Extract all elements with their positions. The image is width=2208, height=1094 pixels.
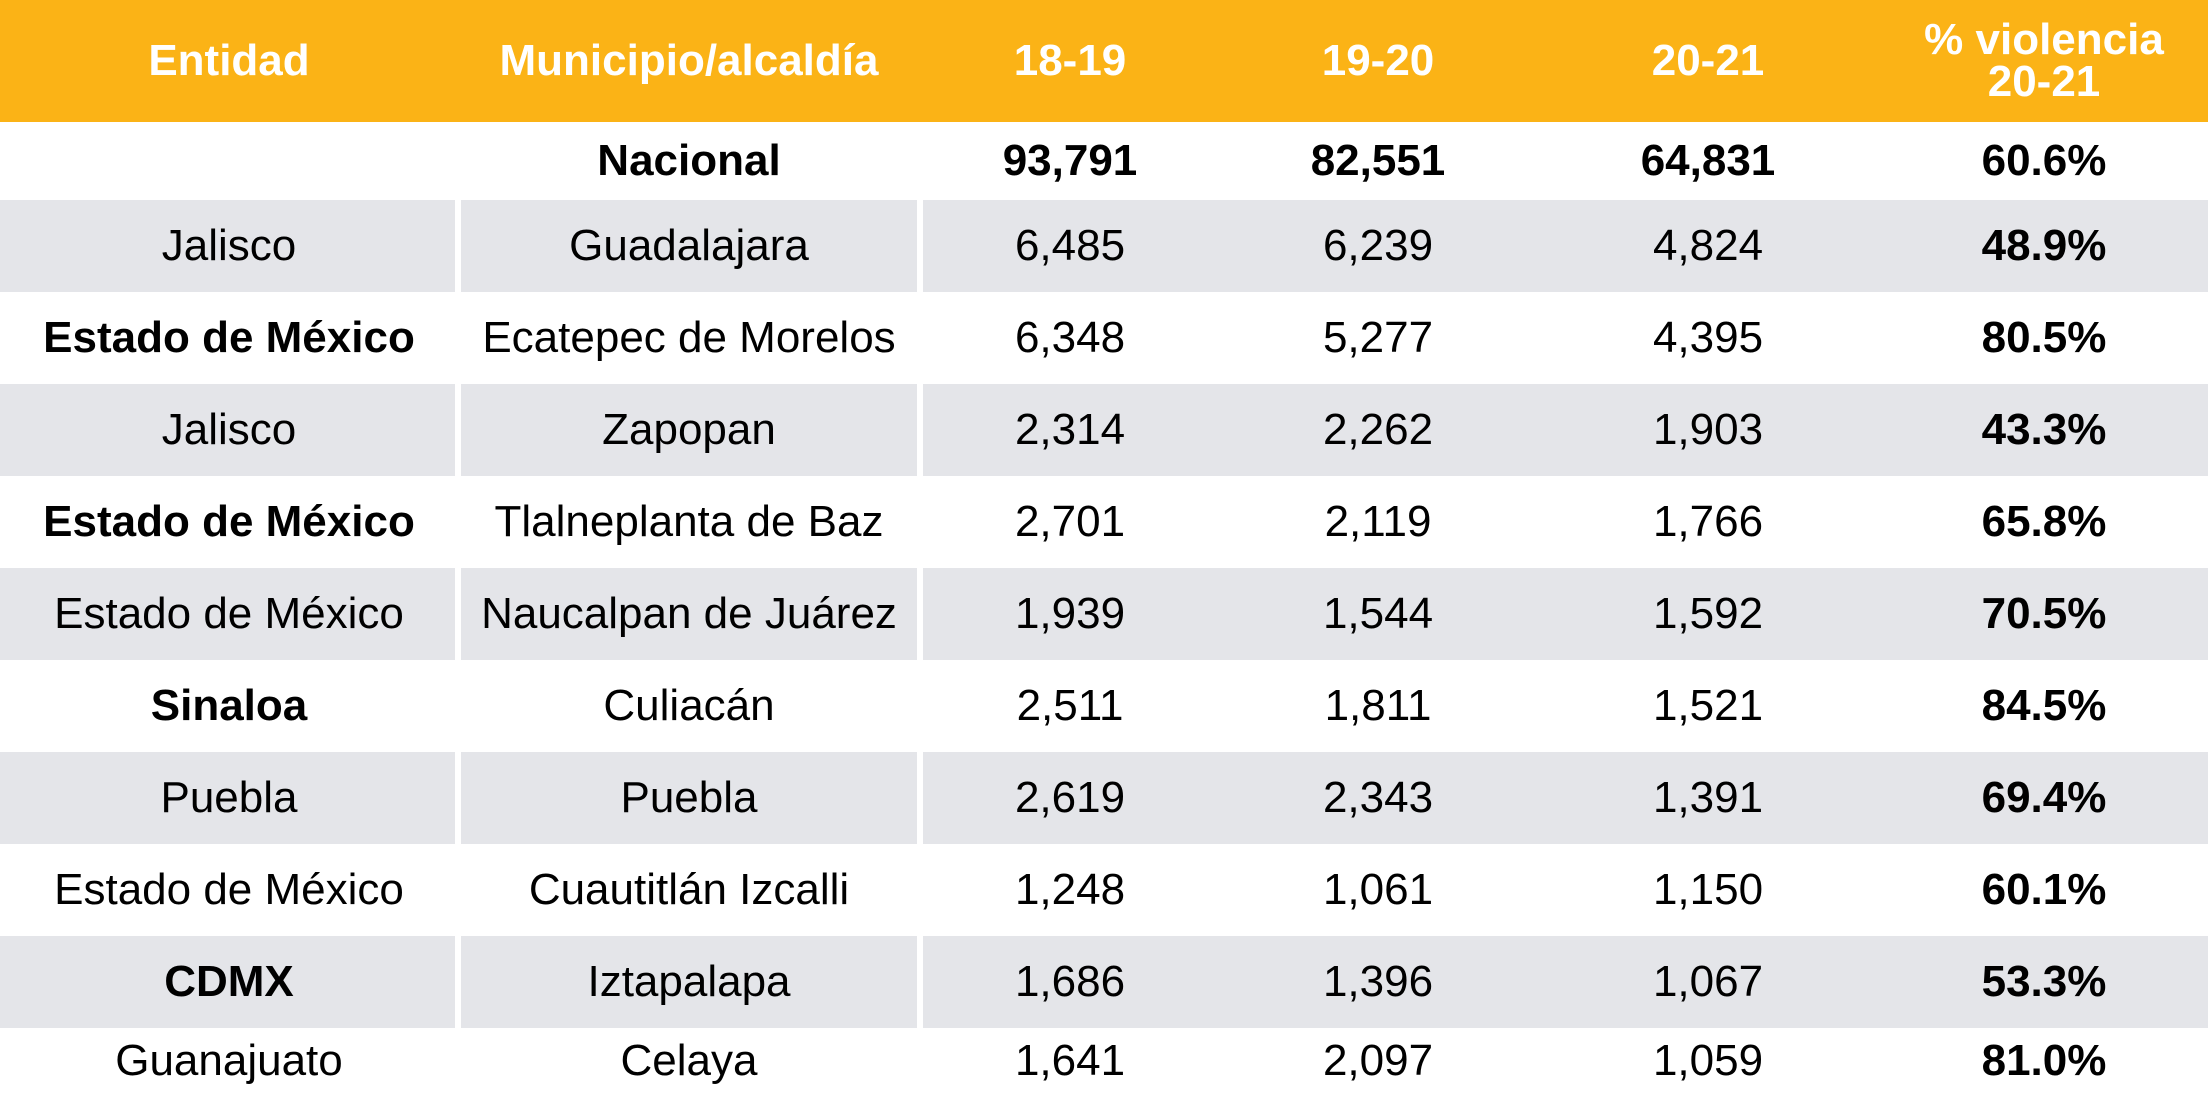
cell-y1: 2,314: [1014, 405, 1126, 454]
cell-entidad: Sinaloa: [150, 681, 308, 730]
cell-pct: 70.5%: [1981, 589, 2107, 638]
cell-y2: 1,544: [1322, 589, 1434, 638]
table-row: Jalisco Zapopan 2,314 2,262 1,903 43.3%: [0, 384, 2208, 476]
cell-y3: 1,903: [1652, 405, 1764, 454]
cell-entidad: Puebla: [160, 773, 298, 822]
header-pct-line1: % violencia: [1924, 15, 2164, 64]
column-divider: [917, 384, 923, 476]
column-divider: [455, 752, 461, 844]
cell-y1: 93,791: [1002, 136, 1138, 185]
cell-y1: 6,485: [1014, 221, 1126, 270]
cell-municipio: Celaya: [620, 1036, 758, 1085]
header-entidad: Entidad: [148, 36, 310, 85]
cell-entidad: Estado de México: [54, 589, 404, 638]
table-row: Guanajuato Celaya 1,641 2,097 1,059 81.0%: [0, 1028, 2208, 1094]
cell-pct: 43.3%: [1981, 405, 2107, 454]
cell-pct: 53.3%: [1981, 957, 2107, 1006]
cell-entidad: Jalisco: [161, 405, 297, 454]
cell-y3: 4,824: [1652, 221, 1764, 270]
table-row: Jalisco Guadalajara 6,485 6,239 4,824 48.9%: [0, 200, 2208, 292]
cell-y2: 2,119: [1324, 497, 1432, 546]
cell-municipio: Iztapalapa: [587, 957, 791, 1006]
table-row: Estado de México Naucalpan de Juárez 1,939…: [0, 568, 2208, 660]
cell-y3: 4,395: [1652, 313, 1764, 362]
header-pct-violencia: % violencia 20-21: [1880, 0, 2208, 122]
cell-y2: 1,811: [1324, 681, 1432, 730]
cell-y3: 1,766: [1652, 497, 1764, 546]
cell-y1: 2,701: [1014, 497, 1126, 546]
cell-municipio: Cuautitlán Izcalli: [528, 865, 850, 914]
cell-y2: 5,277: [1322, 313, 1434, 362]
cell-y2: 6,239: [1322, 221, 1434, 270]
cell-municipio: Guadalajara: [569, 221, 809, 270]
column-divider: [917, 568, 923, 660]
cell-pct: 81.0%: [1981, 1036, 2107, 1085]
cell-entidad: Estado de México: [43, 497, 415, 546]
cell-entidad: Estado de México: [54, 865, 404, 914]
table-row: Estado de México Tlalneplanta de Baz 2,701…: [0, 476, 2208, 568]
cell-y2: 82,551: [1310, 136, 1446, 185]
header-19-20: 19-20: [1321, 36, 1435, 85]
cell-y3: 1,521: [1652, 681, 1764, 730]
cell-pct: 80.5%: [1981, 313, 2107, 362]
cell-y1: 6,348: [1014, 313, 1126, 362]
header-18-19: 18-19: [1013, 36, 1127, 85]
cell-municipio: Culiacán: [603, 681, 775, 730]
cell-entidad: Jalisco: [161, 221, 297, 270]
cell-y1: 1,939: [1014, 589, 1126, 638]
cell-municipio: Zapopan: [602, 405, 776, 454]
cell-y2: 1,396: [1322, 957, 1434, 1006]
header-municipio: Municipio/alcaldía: [499, 36, 879, 85]
cell-y3: 1,391: [1652, 773, 1764, 822]
cell-municipio: Naucalpan de Juárez: [481, 589, 897, 638]
cell-y1: 2,619: [1014, 773, 1126, 822]
cell-municipio: Nacional: [597, 136, 781, 185]
cell-entidad: CDMX: [164, 957, 294, 1006]
cell-y3: 64,831: [1640, 136, 1776, 185]
table-row: Estado de México Ecatepec de Morelos 6,348…: [0, 292, 2208, 384]
table-row: Puebla Puebla 2,619 2,343 1,391 69.4%: [0, 752, 2208, 844]
cell-y2: 2,262: [1322, 405, 1434, 454]
cell-pct: 60.1%: [1981, 865, 2107, 914]
cell-y1: 1,686: [1014, 957, 1126, 1006]
cell-y3: 1,059: [1652, 1036, 1764, 1085]
cell-municipio: Tlalneplanta de Baz: [494, 497, 884, 546]
table-row: Sinaloa Culiacán 2,511 1,811 1,521 84.5%: [0, 660, 2208, 752]
cell-entidad: Guanajuato: [115, 1036, 343, 1085]
cell-y1: 1,641: [1014, 1036, 1126, 1085]
cell-entidad: [0, 122, 458, 200]
cell-pct: 84.5%: [1981, 681, 2107, 730]
column-divider: [455, 200, 461, 292]
cell-y2: 1,061: [1322, 865, 1434, 914]
cell-y3: 1,592: [1652, 589, 1764, 638]
cell-y2: 2,343: [1322, 773, 1434, 822]
cell-pct: 48.9%: [1981, 221, 2107, 270]
header-pct-line2: 20-21: [1987, 57, 2101, 106]
header-20-21: 20-21: [1651, 36, 1765, 85]
column-divider: [455, 568, 461, 660]
table-header: Entidad Municipio/alcaldía 18-19 19-20 2…: [0, 0, 2208, 122]
cell-pct: 69.4%: [1981, 773, 2107, 822]
cell-y1: 1,248: [1014, 865, 1126, 914]
column-divider: [917, 936, 923, 1028]
cell-pct: 65.8%: [1981, 497, 2107, 546]
table-row: Estado de México Cuautitlán Izcalli 1,248 1…: [0, 844, 2208, 936]
column-divider: [917, 200, 923, 292]
cell-y3: 1,067: [1652, 957, 1764, 1006]
cell-y3: 1,150: [1652, 865, 1764, 914]
column-divider: [455, 384, 461, 476]
column-divider: [917, 752, 923, 844]
column-divider: [455, 936, 461, 1028]
cell-pct: 60.6%: [1981, 136, 2107, 185]
cell-y2: 2,097: [1322, 1036, 1434, 1085]
cell-y1: 2,511: [1016, 681, 1124, 730]
table-row: Nacional 93,791 82,551 64,831 60.6%: [0, 122, 2208, 200]
cell-municipio: Ecatepec de Morelos: [482, 313, 896, 362]
table-row: CDMX Iztapalapa 1,686 1,396 1,067 53.3%: [0, 936, 2208, 1028]
cell-entidad: Estado de México: [43, 313, 415, 362]
cell-municipio: Puebla: [620, 773, 758, 822]
